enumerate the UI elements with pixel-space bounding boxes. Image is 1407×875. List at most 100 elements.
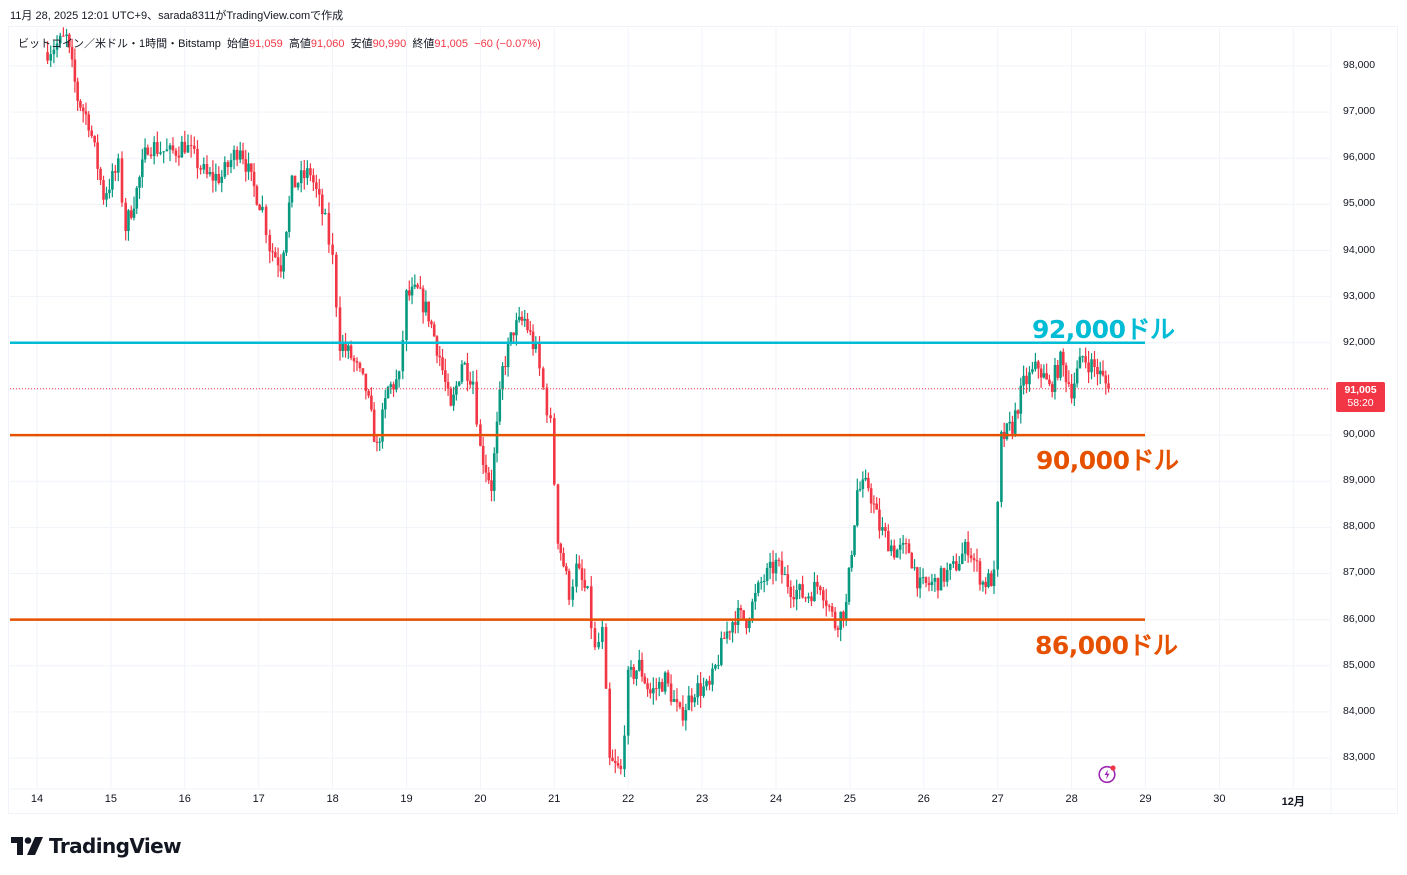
price-tick: 88,000 [1343, 520, 1376, 533]
candle-body [108, 189, 111, 194]
candle-body [268, 235, 272, 252]
candle-body [804, 597, 807, 599]
candle-body [355, 361, 359, 363]
candle-body [290, 175, 294, 203]
candle-body [629, 667, 633, 670]
last-price-tag: 91,005 58:20 [1336, 382, 1385, 412]
candle-body [632, 667, 636, 679]
candle-body [90, 130, 93, 136]
high-value: 91,060 [310, 38, 345, 50]
candle-body [338, 307, 342, 352]
annotation-86000[interactable]: 86,000ドル [1035, 631, 1178, 660]
candle-body [285, 231, 288, 253]
candle-body [124, 202, 127, 231]
candle-body [341, 343, 345, 352]
date-tick: 18 [326, 793, 339, 805]
candle-body [813, 581, 816, 602]
candle-body [577, 563, 581, 569]
candle-body [238, 150, 242, 160]
candle-body [1073, 383, 1076, 399]
candle-body [821, 590, 825, 601]
candle-body [135, 187, 139, 209]
candle-body [217, 173, 221, 183]
candle-body [1087, 362, 1090, 373]
candle-body [1019, 385, 1023, 414]
candle-body [1067, 382, 1071, 384]
candle-body [725, 631, 729, 639]
candle-body [99, 168, 102, 181]
candle-body [921, 577, 925, 579]
low-label: 安値 [350, 38, 373, 50]
candle-body [468, 380, 472, 385]
candle-body [637, 659, 641, 671]
candle-body [847, 567, 851, 602]
annotation-92000[interactable]: 92,000ドル [1032, 315, 1175, 344]
candle-body [538, 342, 541, 369]
candle-body [869, 488, 873, 504]
candle-body [386, 386, 390, 399]
candle-body [792, 596, 796, 600]
candle-body [372, 409, 376, 442]
candle-body [189, 145, 193, 147]
candle-body [76, 81, 79, 101]
candle-body [736, 608, 740, 625]
candle-body [296, 183, 300, 188]
date-tick: 16 [178, 793, 191, 805]
candle-body [264, 206, 268, 236]
candle-body [952, 561, 955, 564]
candle-body [331, 244, 334, 255]
candle-body [924, 577, 928, 583]
candle-body [916, 567, 919, 589]
date-tick: 27 [991, 793, 1004, 805]
candle-body [1016, 410, 1020, 414]
candle-body [73, 59, 77, 82]
candle-body [1061, 351, 1065, 366]
candle-body [81, 107, 85, 112]
date-tick: 17 [252, 793, 265, 805]
candle-body [65, 34, 68, 36]
candle-body [114, 171, 117, 173]
candle-body [646, 683, 649, 690]
candle-body [930, 581, 934, 586]
candle-body [421, 288, 425, 313]
candle-body [1093, 359, 1096, 367]
candle-body [484, 464, 488, 473]
tradingview-logo[interactable]: TradingView [11, 834, 182, 858]
candle-body [232, 149, 236, 161]
candle-body [786, 574, 790, 587]
candle-body [978, 561, 982, 585]
candle-body [293, 175, 297, 188]
candle-body [549, 415, 552, 419]
candle-body [349, 345, 353, 359]
candle-body [702, 686, 705, 696]
date-tick: 12月 [1281, 796, 1305, 808]
candle-body [575, 563, 578, 587]
candle-body [827, 605, 831, 607]
date-tick: 23 [695, 793, 709, 805]
annotation-90000[interactable]: 90,000ドル [1036, 446, 1179, 475]
candle-body [771, 561, 775, 574]
candle-body [274, 252, 277, 258]
date-tick: 15 [104, 793, 118, 805]
lightning-alert-icon[interactable] [1097, 764, 1117, 784]
candle-body [455, 385, 458, 395]
candle-body [657, 682, 661, 689]
candle-body [559, 543, 563, 553]
price-tick: 85,000 [1343, 658, 1376, 671]
candle-body [666, 672, 670, 684]
price-tick: 86,000 [1343, 612, 1376, 625]
candle-body [312, 175, 315, 183]
candle-body [317, 188, 321, 195]
candle-body [302, 170, 306, 179]
candle-body [244, 159, 248, 172]
symbol-name[interactable]: ビットコイン／米ドル・1時間・Bitstamp [18, 38, 221, 50]
candle-body [1028, 372, 1031, 385]
candle-body [334, 254, 338, 308]
candle-body [193, 145, 196, 149]
candle-body [526, 318, 529, 331]
candle-body [960, 553, 964, 564]
candle-body [392, 384, 395, 390]
candle-body [258, 204, 261, 211]
candle-body [580, 568, 584, 581]
